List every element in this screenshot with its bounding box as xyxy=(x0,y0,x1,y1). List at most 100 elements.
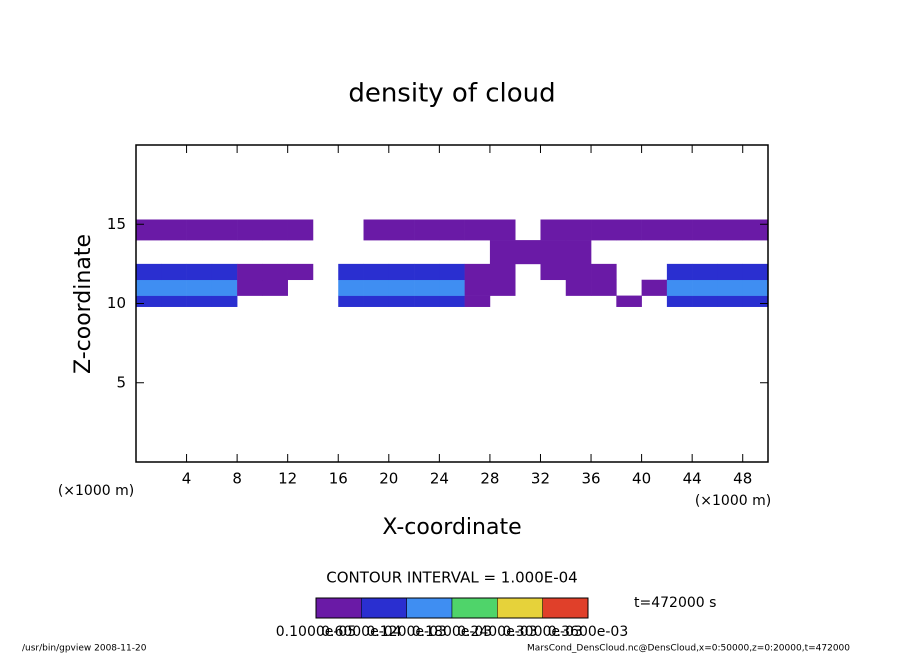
cell xyxy=(565,240,592,265)
cell xyxy=(161,279,187,296)
cell xyxy=(717,219,744,241)
colorbar-label: 0.3600e-03 xyxy=(548,624,628,640)
y-axis-label: Z-coordinate xyxy=(71,234,96,374)
chart-title: density of cloud xyxy=(348,79,555,109)
cell xyxy=(363,263,390,281)
colorbar-swatch xyxy=(361,597,407,619)
cell xyxy=(540,219,567,241)
cell xyxy=(237,263,263,281)
colorbar-label: 0.1800e-03 xyxy=(412,624,492,640)
cell xyxy=(591,219,617,241)
cell xyxy=(338,263,364,281)
cell xyxy=(717,279,744,296)
cell xyxy=(136,295,162,307)
cell xyxy=(262,279,288,296)
cell xyxy=(464,295,491,307)
cell xyxy=(489,279,516,296)
cell xyxy=(540,240,567,265)
cell xyxy=(717,263,744,281)
x-tick-label: 32 xyxy=(531,470,550,488)
cell xyxy=(414,279,440,296)
cell xyxy=(616,295,642,307)
cell xyxy=(565,263,592,281)
cell xyxy=(363,279,390,296)
cell xyxy=(161,219,187,241)
cell xyxy=(388,263,415,281)
x-unit: (×1000 m) xyxy=(695,493,771,509)
cell xyxy=(237,279,263,296)
footer-right: MarsCond_DensCloud.nc@DensCloud,x=0:5000… xyxy=(527,644,850,654)
x-axis-label: X-coordinate xyxy=(382,515,521,540)
cell xyxy=(692,295,718,307)
x-tick-label: 44 xyxy=(683,470,702,488)
colorbar-swatch xyxy=(542,597,589,619)
cell xyxy=(464,219,491,241)
y-unit: (×1000 m) xyxy=(58,483,134,499)
cell xyxy=(591,279,617,296)
colorbar-frame xyxy=(315,597,589,619)
cell xyxy=(388,279,415,296)
x-tick-label: 36 xyxy=(581,470,600,488)
cell xyxy=(388,219,415,241)
x-tick-label: 40 xyxy=(632,470,651,488)
y-tick-label: 10 xyxy=(107,294,126,312)
x-tick-label: 4 xyxy=(182,470,192,488)
cell xyxy=(136,219,162,241)
cell xyxy=(338,279,364,296)
cell xyxy=(464,279,491,296)
cell xyxy=(414,219,440,241)
cell xyxy=(262,263,288,281)
x-tick-label: 48 xyxy=(733,470,752,488)
cell xyxy=(161,263,187,281)
cell xyxy=(742,295,769,307)
cell xyxy=(666,279,693,296)
cell xyxy=(692,279,718,296)
x-tick-label: 20 xyxy=(379,470,398,488)
colorbar-label: 0.3000e-03 xyxy=(502,624,582,640)
x-tick-label: 16 xyxy=(329,470,348,488)
cell xyxy=(186,219,213,241)
colorbar-label: 0.1000e-05 xyxy=(276,624,356,640)
cell xyxy=(489,240,516,265)
cell xyxy=(161,295,187,307)
x-tick-label: 12 xyxy=(278,470,297,488)
cell xyxy=(338,295,364,307)
cell xyxy=(211,219,238,241)
cell xyxy=(211,263,238,281)
cell xyxy=(742,279,769,296)
cell xyxy=(363,295,390,307)
cell xyxy=(186,295,213,307)
colorbar-swatch xyxy=(315,597,362,619)
cell xyxy=(489,263,516,281)
cell xyxy=(464,263,491,281)
cell xyxy=(641,279,668,296)
cell xyxy=(591,263,617,281)
y-tick-label: 15 xyxy=(107,215,126,233)
cell xyxy=(565,219,592,241)
cell xyxy=(692,263,718,281)
cell xyxy=(666,263,693,281)
colorbar-label: 0.1200e-03 xyxy=(366,624,446,640)
x-tick-label: 28 xyxy=(480,470,499,488)
cell xyxy=(186,263,213,281)
y-tick-label: 5 xyxy=(116,373,126,391)
contour-interval: CONTOUR INTERVAL = 1.000E-04 xyxy=(326,569,577,587)
colorbar-swatch xyxy=(451,597,498,619)
colorbar-label: 0.6000e-04 xyxy=(321,624,402,640)
cell xyxy=(414,263,440,281)
cell xyxy=(641,219,668,241)
cell xyxy=(439,219,465,241)
colorbar-swatch xyxy=(406,597,453,619)
colorbar-swatch xyxy=(497,597,543,619)
cell xyxy=(717,295,744,307)
cell xyxy=(439,279,465,296)
cell xyxy=(186,279,213,296)
cell xyxy=(742,263,769,281)
cell xyxy=(287,219,314,241)
x-tick-label: 8 xyxy=(232,470,242,488)
cell xyxy=(742,219,769,241)
cell xyxy=(211,279,238,296)
cell xyxy=(136,279,162,296)
cell xyxy=(616,219,642,241)
